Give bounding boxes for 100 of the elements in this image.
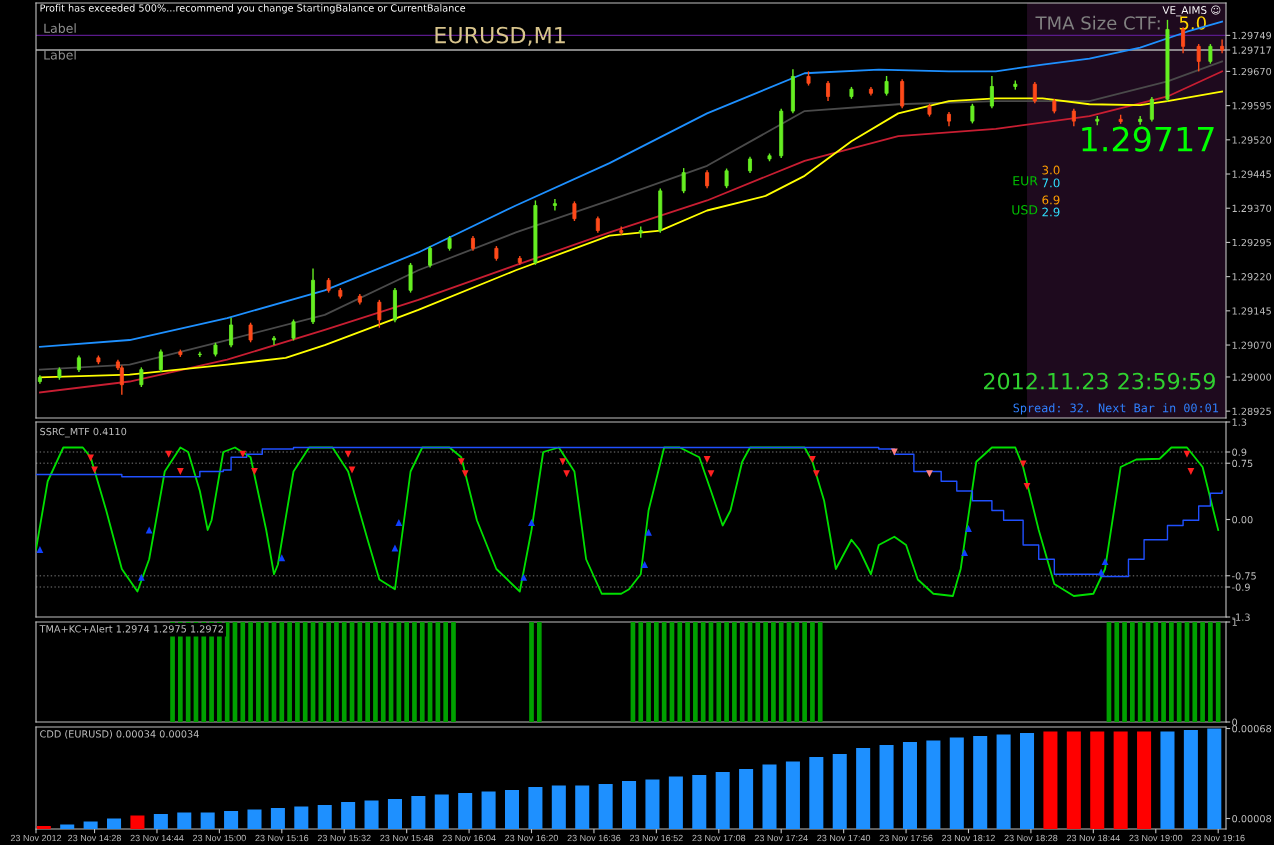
candlestick <box>291 318 296 342</box>
bar <box>1207 728 1222 829</box>
bar <box>715 772 730 829</box>
bar <box>528 787 543 829</box>
point <box>457 458 465 466</box>
bar <box>481 791 496 829</box>
point <box>36 546 44 553</box>
point <box>1097 568 1105 576</box>
candlestick <box>724 167 729 189</box>
y-tick-label: 0.00 <box>1232 515 1253 524</box>
bar <box>832 754 847 829</box>
ref-line-label: Label <box>44 23 76 33</box>
candlestick <box>552 198 557 212</box>
annotation: 2.9 <box>1042 207 1060 217</box>
x-tick-label: 23 Nov 18:44 <box>1066 834 1120 842</box>
y-tick-label: 1.29295 <box>1232 238 1271 247</box>
bar <box>856 748 871 829</box>
bar <box>1090 731 1105 829</box>
annotation: TMA Size CTF: <box>1035 15 1160 30</box>
bar <box>622 781 637 829</box>
point <box>395 519 403 526</box>
x-tick-label: 23 Nov 16:52 <box>629 834 683 842</box>
candlestick <box>158 348 163 373</box>
bar <box>902 742 917 829</box>
bar <box>83 821 98 829</box>
candlestick <box>139 366 144 388</box>
bar <box>247 809 262 829</box>
point <box>1187 468 1195 475</box>
point <box>1183 450 1191 458</box>
y-tick-label: 1.29749 <box>1232 31 1272 40</box>
annotation: Profit has exceeded 500%...recommend you change StartingBalance or CurrentBalance <box>40 4 466 14</box>
annotation: 3.0 <box>1042 165 1060 175</box>
point <box>809 456 816 463</box>
point <box>926 470 933 478</box>
x-tick-label: 23 Nov 2012 <box>10 834 62 842</box>
bar <box>387 799 402 829</box>
point <box>1023 483 1031 490</box>
y-tick-label: 1.29000 <box>1232 373 1272 381</box>
ref-line-label: Label <box>44 49 76 60</box>
bar <box>200 812 215 829</box>
candlestick <box>229 316 234 349</box>
y-tick-label: 1.29070 <box>1232 341 1272 349</box>
point <box>461 470 469 478</box>
candlestick <box>884 75 889 97</box>
candlestick <box>970 103 975 125</box>
x-tick-label: 23 Nov 19:00 <box>1129 834 1183 842</box>
y-tick-label: 1.3 <box>1232 418 1247 426</box>
bar <box>317 805 332 829</box>
bar <box>153 814 168 829</box>
annotation: 2012.11.23 23:59:59 <box>984 372 1215 390</box>
bar <box>996 734 1011 829</box>
bar <box>1019 733 1035 829</box>
bar <box>434 794 449 829</box>
y-tick-label: 0.00008 <box>1232 814 1272 823</box>
bar <box>949 737 964 829</box>
point <box>87 454 95 462</box>
candlestick <box>248 321 253 343</box>
point <box>165 450 173 458</box>
candlestick <box>826 80 831 102</box>
annotation: VE_AIMS ☺ <box>1162 5 1221 17</box>
bar <box>575 785 590 829</box>
point <box>559 458 567 466</box>
x-tick-label: 23 Nov 18:28 <box>1004 834 1058 842</box>
bar <box>224 811 239 829</box>
y-tick-label: 0.75 <box>1232 459 1253 468</box>
x-tick-label: 23 Nov 19:16 <box>1191 834 1245 842</box>
candlestick <box>1138 115 1143 126</box>
annotation: 7.0 <box>1042 178 1060 188</box>
bar <box>130 815 145 829</box>
point <box>1019 460 1027 468</box>
bar <box>411 796 426 829</box>
y-tick-label: 1.29370 <box>1232 204 1272 213</box>
candlestick <box>1149 96 1154 123</box>
y-tick-label: 0 <box>1232 718 1238 726</box>
point <box>965 525 972 532</box>
point <box>344 450 352 458</box>
candlestick <box>428 245 433 269</box>
bar <box>879 745 894 829</box>
x-tick-label: 23 Nov 18:12 <box>942 834 995 842</box>
bar <box>668 776 683 829</box>
x-tick-label: 23 Nov 17:08 <box>692 834 746 842</box>
bar <box>177 812 192 829</box>
bar <box>36 826 51 829</box>
y-tick-label: 1.28925 <box>1232 407 1271 415</box>
point <box>961 549 968 556</box>
bar <box>551 785 566 829</box>
bar <box>809 757 824 829</box>
x-tick-label: 23 Nov 14:28 <box>68 834 121 842</box>
point <box>520 573 528 581</box>
bar <box>1043 731 1058 829</box>
bar <box>458 793 473 829</box>
bar <box>785 761 800 829</box>
candlestick <box>1032 81 1037 105</box>
x-tick-label: 23 Nov 17:24 <box>754 834 808 842</box>
bar <box>270 808 285 829</box>
candlestick <box>1208 43 1213 65</box>
bar <box>294 806 309 829</box>
x-tick-label: 23 Nov 15:00 <box>192 834 246 842</box>
bar <box>1160 731 1175 829</box>
candlestick <box>572 200 577 222</box>
